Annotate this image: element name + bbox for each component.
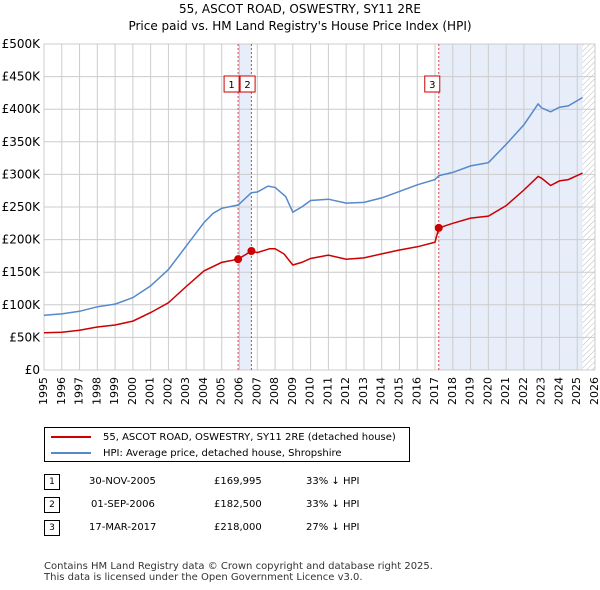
property-price-line <box>43 172 583 334</box>
x-tick-label: 2017 <box>428 377 441 405</box>
table-row: 1 30-NOV-2005 £169,995 33% ↓ HPI <box>44 470 359 493</box>
transaction-price: £218,000 <box>214 522 262 533</box>
transactions-table: 1 30-NOV-2005 £169,995 33% ↓ HPI 2 01-SE… <box>44 470 359 539</box>
transaction-date: 30-NOV-2005 <box>89 476 156 487</box>
y-tick-label: £200K <box>2 233 42 247</box>
transaction-price: £182,500 <box>214 499 262 510</box>
x-tick-label: 2024 <box>552 377 565 405</box>
legend-label-hpi: HPI: Average price, detached house, Shro… <box>103 447 342 459</box>
x-tick-label: 2015 <box>392 377 405 405</box>
legend-item-property: 55, ASCOT ROAD, OSWESTRY, SY11 2RE (deta… <box>51 429 396 445</box>
x-tick-label: 2001 <box>144 377 157 405</box>
legend: 55, ASCOT ROAD, OSWESTRY, SY11 2RE (deta… <box>44 427 410 462</box>
sale-label: 2 <box>244 80 250 91</box>
y-tick-label: £250K <box>2 200 42 214</box>
legend-label-property: 55, ASCOT ROAD, OSWESTRY, SY11 2RE (deta… <box>103 431 396 443</box>
y-tick-label: £100K <box>2 298 42 312</box>
x-tick-label: 2005 <box>215 377 228 405</box>
x-tick-label: 2021 <box>499 377 512 405</box>
y-tick-label: £0 <box>25 363 40 377</box>
x-tick-label: 2003 <box>179 377 192 405</box>
transaction-number: 3 <box>44 519 60 536</box>
y-tick-label: £50K <box>9 330 41 344</box>
sale-point <box>234 255 243 264</box>
chart-title-line2: Price paid vs. HM Land Registry's House … <box>128 19 472 33</box>
x-tick-label: 2023 <box>535 377 548 405</box>
table-row: 3 17-MAR-2017 £218,000 27% ↓ HPI <box>44 516 359 539</box>
legend-swatch-property <box>51 436 91 438</box>
x-tick-label: 2000 <box>126 377 139 405</box>
x-tick-label: 1995 <box>37 377 50 405</box>
sale-point <box>434 223 443 232</box>
x-tick-label: 2025 <box>570 377 583 405</box>
legend-item-hpi: HPI: Average price, detached house, Shro… <box>51 445 342 461</box>
chart-title-line1: 55, ASCOT ROAD, OSWESTRY, SY11 2RE <box>179 2 421 16</box>
x-tick-label: 1997 <box>73 377 86 405</box>
sale-point <box>247 247 256 256</box>
transaction-date: 01-SEP-2006 <box>91 499 155 510</box>
sale-label-box <box>223 75 240 93</box>
x-tick-label: 2007 <box>250 377 263 405</box>
sale-label: 3 <box>429 80 435 91</box>
x-tick-label: 2022 <box>517 377 530 405</box>
x-tick-label: 1998 <box>90 377 103 405</box>
transaction-hpi-diff: 33% ↓ HPI <box>306 499 360 510</box>
transaction-date: 17-MAR-2017 <box>89 522 157 533</box>
x-tick-label: 2019 <box>464 377 477 405</box>
sale-label-box <box>424 75 441 93</box>
transaction-number: 1 <box>44 473 60 490</box>
footer-licence: This data is licensed under the Open Gov… <box>44 572 363 583</box>
x-tick-label: 2008 <box>268 377 281 405</box>
y-tick-label: £300K <box>2 167 42 181</box>
y-tick-label: £500K <box>2 37 42 51</box>
y-tick-label: £150K <box>2 265 42 279</box>
x-tick-label: 2002 <box>161 377 174 405</box>
x-tick-label: 1996 <box>55 377 68 405</box>
x-tick-label: 2012 <box>339 377 352 405</box>
sale-label: 1 <box>228 80 234 91</box>
hpi-line <box>43 96 583 316</box>
transaction-price: £169,995 <box>214 476 262 487</box>
table-row: 2 01-SEP-2006 £182,500 33% ↓ HPI <box>44 493 359 516</box>
x-tick-label: 2013 <box>357 377 370 405</box>
footer: Contains HM Land Registry data © Crown c… <box>44 561 433 583</box>
y-tick-label: £350K <box>2 135 42 149</box>
transaction-hpi-diff: 27% ↓ HPI <box>306 522 360 533</box>
x-tick-label: 2011 <box>321 377 334 405</box>
legend-swatch-hpi <box>51 452 91 454</box>
x-tick-label: 2026 <box>588 377 600 405</box>
y-tick-label: £450K <box>2 70 42 84</box>
x-tick-label: 1999 <box>108 377 121 405</box>
x-tick-label: 2016 <box>410 377 423 405</box>
x-tick-label: 2018 <box>446 377 459 405</box>
footer-copyright: Contains HM Land Registry data © Crown c… <box>44 561 433 572</box>
x-tick-label: 2010 <box>304 377 317 405</box>
x-tick-label: 2014 <box>375 377 388 405</box>
x-tick-label: 2009 <box>286 377 299 405</box>
x-tick-label: 2004 <box>197 377 210 405</box>
x-tick-label: 2020 <box>481 377 494 405</box>
y-tick-label: £400K <box>2 102 42 116</box>
transaction-hpi-diff: 33% ↓ HPI <box>306 476 360 487</box>
sale-label-box <box>239 75 256 93</box>
x-tick-label: 2006 <box>233 377 246 405</box>
transaction-number: 2 <box>44 496 60 513</box>
